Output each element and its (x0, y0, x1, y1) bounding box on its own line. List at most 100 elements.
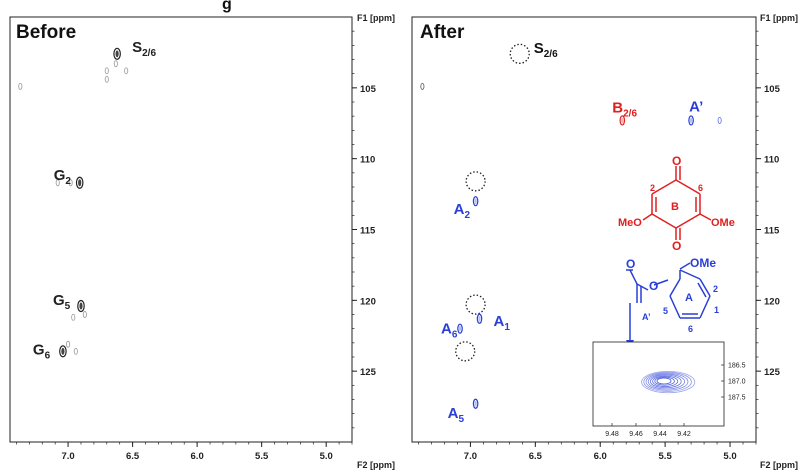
removed-peak-circle (509, 43, 530, 64)
x-axis-label-before: F2 [ppm] (357, 460, 395, 470)
inset-contour (656, 377, 672, 385)
y-tick-label: 115 (360, 226, 376, 237)
inset-y-tick-label: 187.5 (728, 395, 746, 402)
y-tick-label: 110 (764, 155, 779, 166)
panel-title-before: Before (16, 22, 76, 43)
plot-frame-before (9, 16, 353, 443)
quinone-oxygen-top: O (672, 154, 681, 168)
x-tick-label: 5.5 (255, 451, 269, 462)
inset-plot: 9.48 9.46 9.44 9.42 186.5 187.0 187.5 (592, 341, 746, 439)
y-tick-label: 115 (764, 226, 780, 237)
minor-peak (124, 67, 129, 75)
x-tick-label: 6.0 (191, 451, 204, 462)
removed-peak-circle (465, 294, 486, 315)
aryl-ether-structure (626, 262, 711, 343)
y-tick-label: 125 (360, 367, 377, 378)
quinone-ome: OMe (711, 217, 735, 229)
minor-peak (717, 116, 722, 124)
cross-peak (472, 196, 479, 207)
x-tick-label: 5.0 (723, 451, 736, 462)
aryl-position-5: 5 (663, 306, 668, 316)
peak-label: A2 (454, 201, 471, 221)
peak-label: G5 (53, 292, 71, 312)
y-tick-label: 105 (360, 84, 377, 95)
minor-peak (113, 60, 118, 68)
x-tick-label: 6.5 (126, 451, 140, 462)
inset-contour (652, 375, 679, 387)
peak-label: S2/6 (132, 39, 156, 59)
aryl-oxygen-ether: O (649, 279, 658, 293)
minor-peak (420, 82, 425, 90)
minor-peak (66, 340, 71, 348)
x-tick-label: 5.5 (659, 451, 673, 462)
y-tick-label: 120 (764, 296, 780, 307)
inset-x-tick-label: 9.44 (653, 431, 667, 438)
inset-x-tick-label: 9.48 (605, 431, 619, 438)
inset-layer: 9.48 9.46 9.44 9.42 186.5 187.0 187.5 (605, 363, 745, 439)
quinone-ring-label: B (671, 201, 679, 213)
cross-peak (77, 299, 85, 313)
x-tick-label: 5.0 (320, 451, 333, 462)
aryl-position-2: 2 (713, 284, 718, 294)
minor-peak (55, 179, 60, 187)
minor-peak (104, 67, 109, 75)
quinone-position-2: 2 (650, 183, 655, 193)
inset-contour (654, 376, 675, 386)
aryl-vinyl-label: A’ (642, 312, 651, 322)
minor-peak (18, 82, 23, 90)
peak-label: G6 (33, 341, 51, 361)
cross-peak (457, 323, 463, 334)
inset-contour (641, 370, 696, 394)
minor-peak (68, 179, 73, 187)
y-tick-label: 105 (764, 84, 781, 95)
removed-peak-circle (465, 171, 486, 192)
inset-x-tick-label: 9.42 (677, 431, 691, 438)
minor-peak (82, 311, 87, 318)
inset-contour (645, 372, 689, 391)
y-tick-label: 110 (360, 155, 375, 166)
cross-peak (476, 313, 483, 324)
cross-peak (113, 47, 121, 60)
panel-title-after: After (420, 22, 465, 43)
x-tick-label: 6.0 (594, 451, 607, 462)
panel-before: Before F1 [ppm] F2 [ppm] 7.0 6.5 6.0 5.5 5.0… (9, 13, 395, 470)
peak-label: A6 (441, 321, 458, 341)
aryl-ome: OMe (690, 256, 716, 270)
quinone-position-6: 6 (698, 183, 703, 193)
quinone-oxygen-bottom: O (672, 239, 681, 253)
x-axis-label-after: F2 [ppm] (760, 460, 798, 470)
y-axis-label-before: F1 [ppm] (357, 13, 395, 23)
cross-peak (59, 345, 67, 358)
x-tick-label: 7.0 (61, 451, 74, 462)
panel-after: After F1 [ppm] F2 [ppm] 7.0 6.5 6.0 5.5 5.0 1… (411, 13, 798, 470)
removed-peak-circle (455, 341, 476, 362)
inset-y-tick-label: 186.5 (728, 363, 746, 370)
aryl-ring-label: A (685, 292, 693, 304)
x-tick-label: 6.5 (529, 451, 543, 462)
aryl-position-6: 6 (688, 324, 693, 334)
y-tick-label: 120 (360, 296, 376, 307)
peak-label: A5 (448, 405, 465, 425)
minor-peak (73, 347, 78, 355)
peak-label: A’ (689, 98, 703, 115)
inset-contour (643, 371, 692, 392)
aryl-oxygen-aldehyde: O (626, 257, 635, 271)
inset-contour (647, 373, 686, 390)
x-tick-label: 7.0 (464, 451, 477, 462)
inset-y-tick-label: 187.0 (728, 379, 746, 386)
header-fragment: g (222, 0, 232, 13)
quinone-structure (642, 166, 712, 240)
cross-peak (688, 115, 694, 126)
peak-label: B2/6 (612, 99, 637, 119)
inset-contour (649, 374, 682, 389)
peak-label: A1 (494, 313, 511, 333)
cross-peak (75, 176, 84, 189)
y-tick-label: 125 (764, 367, 781, 378)
minor-peak (71, 313, 76, 321)
removed-peak-label: S2/6 (534, 40, 558, 60)
minor-peak (104, 75, 109, 83)
cross-peak (472, 398, 479, 409)
inset-x-tick-label: 9.46 (629, 431, 643, 438)
